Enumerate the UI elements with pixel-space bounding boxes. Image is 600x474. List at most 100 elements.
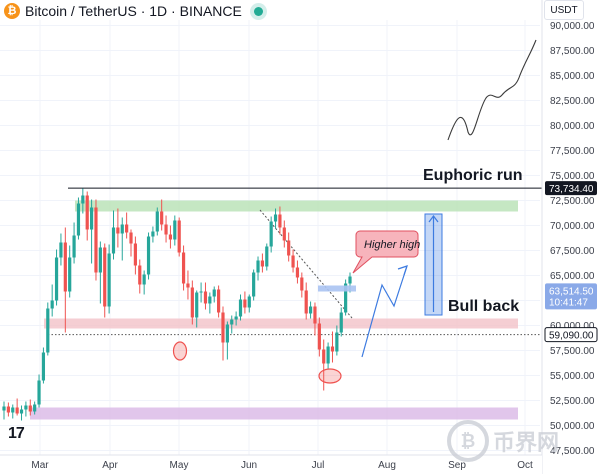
candle-body	[265, 246, 269, 267]
candle-body	[33, 404, 37, 412]
candle-body	[164, 224, 168, 235]
candle-body	[72, 235, 76, 258]
candle-body	[243, 299, 247, 308]
price-tick-label: 77,500.00	[550, 146, 595, 157]
currency-button[interactable]: USDT	[544, 0, 584, 20]
candle-body	[287, 240, 291, 256]
candle-body	[28, 405, 32, 412]
candle-body	[335, 332, 339, 352]
candle-body	[120, 224, 124, 234]
time-tick-label: Oct	[517, 460, 533, 471]
euphoric-run-label: Euphoric run	[423, 167, 523, 184]
candle-body	[256, 260, 260, 273]
higher-high-callout[interactable]	[352, 230, 419, 274]
candle-body	[50, 300, 54, 309]
candle-body	[326, 346, 330, 364]
candle-body	[195, 292, 199, 318]
bull-back-label: Bull back	[448, 298, 519, 315]
low-marker-jul[interactable]	[318, 368, 342, 384]
price-tick-label: 60,000.00	[550, 321, 595, 332]
candle-body	[89, 207, 94, 230]
symbol-name[interactable]: Bitcoin / TetherUS	[25, 3, 137, 19]
candle-body	[295, 267, 300, 278]
candle-body	[330, 346, 335, 352]
candle-body	[54, 257, 59, 301]
candle-body	[129, 232, 133, 244]
candle-body	[6, 406, 10, 413]
candle-body	[46, 308, 50, 353]
price-tick-label: 70,000.00	[550, 221, 595, 232]
time-tick-label: Jun	[241, 460, 257, 471]
bitcoin-coin-icon: ₿	[4, 3, 20, 19]
candle-body	[313, 306, 317, 324]
projection-arrow-icon	[397, 265, 408, 276]
euphoric-run-path	[447, 39, 537, 141]
candle-body	[76, 203, 81, 236]
candle-body	[304, 290, 308, 314]
price-axis[interactable]	[542, 0, 600, 474]
candle-body	[41, 352, 46, 381]
candle-body	[59, 242, 63, 258]
candle-body	[300, 277, 304, 291]
candle-body	[168, 234, 173, 240]
candle-body	[317, 323, 321, 350]
higher-high-label: Higher high	[364, 239, 420, 251]
candle-body	[155, 211, 159, 232]
time-tick-label: May	[170, 460, 189, 471]
candle-body	[81, 195, 85, 204]
tradingview-logo[interactable]: 17	[8, 425, 25, 442]
price-tick-label: 85,000.00	[550, 71, 595, 82]
countdown-text: 10:41:47	[549, 297, 588, 308]
candle-body	[225, 324, 229, 343]
price-tick-label: 55,000.00	[550, 371, 595, 382]
price-tick-label: 72,500.00	[550, 196, 595, 207]
base-zone	[30, 407, 518, 420]
support-zone	[44, 318, 518, 329]
resistance-zone	[75, 200, 518, 212]
candle-body	[260, 260, 265, 267]
time-axis[interactable]	[0, 455, 542, 474]
candle-body	[234, 316, 238, 320]
price-tick-label: 65,000.00	[550, 271, 595, 282]
candle-body	[208, 296, 212, 304]
candle-body	[203, 291, 208, 304]
price-tick-label: 52,500.00	[550, 396, 595, 407]
candle-body	[273, 214, 278, 222]
candle-body	[94, 207, 98, 273]
candle-body	[344, 283, 348, 313]
candle-body	[177, 220, 181, 253]
candle-body	[247, 296, 251, 308]
interval[interactable]: 1D	[149, 3, 168, 19]
candle-body	[308, 306, 313, 314]
candle-body	[212, 289, 216, 297]
candle-body	[37, 380, 41, 405]
candle-body	[11, 407, 15, 413]
chart-header: ₿ Bitcoin / TetherUS · 1D · BINANCE	[0, 0, 263, 22]
candle-body	[98, 247, 102, 273]
candle-body	[291, 255, 295, 268]
candle-body	[322, 349, 326, 364]
separator: ·	[171, 3, 176, 19]
candle-body	[111, 227, 116, 254]
time-tick-label: Aug	[378, 460, 396, 471]
candle-body	[146, 236, 151, 275]
price-tick-label: 47,500.00	[550, 446, 595, 457]
arrow-up-icon	[428, 215, 439, 223]
price-tick-label: 75,000.00	[550, 171, 595, 182]
price-tick-label: 67,500.00	[550, 246, 595, 257]
candle-body	[68, 257, 72, 292]
candle-body	[85, 195, 89, 230]
watermark-text: 币界网	[493, 430, 560, 455]
market-open-icon	[253, 6, 263, 16]
low-marker-may[interactable]	[172, 341, 188, 361]
price-tick-label: 87,500.00	[550, 46, 595, 57]
exchange[interactable]: BINANCE	[179, 3, 242, 19]
candle-body	[217, 289, 221, 313]
time-tick-label: Jul	[312, 460, 325, 471]
candle-body	[138, 265, 142, 285]
candle-body	[63, 242, 67, 292]
candle-body	[107, 253, 111, 307]
price-tick-label: 82,500.00	[550, 96, 595, 107]
candle-body	[133, 243, 137, 266]
